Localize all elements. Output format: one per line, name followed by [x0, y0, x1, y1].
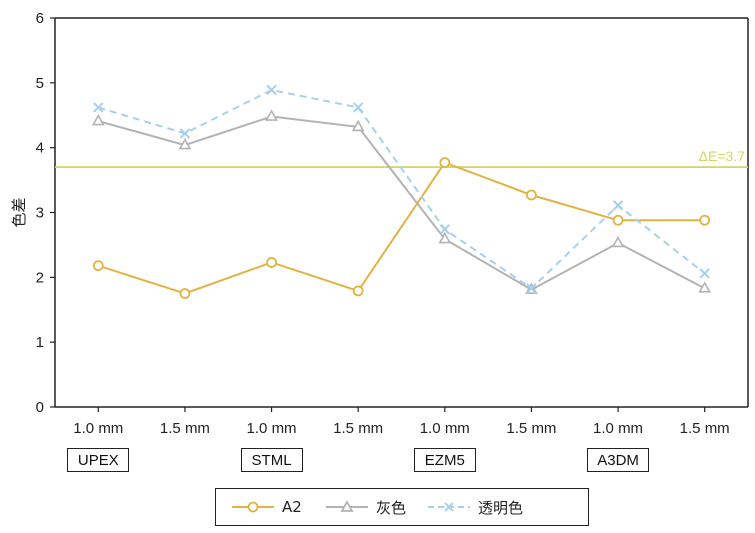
group-label-ezm5: EZM5 [413, 448, 476, 472]
y-tick-label: 6 [36, 10, 44, 27]
legend-swatch-a2 [232, 501, 274, 513]
data-point [265, 109, 278, 121]
y-tick-label: 0 [36, 399, 44, 416]
data-point [352, 285, 364, 297]
data-point [352, 102, 364, 113]
data-point [179, 128, 191, 139]
data-point [92, 260, 104, 272]
series-line-1 [98, 115, 706, 291]
data-point [351, 119, 365, 132]
data-point [699, 268, 710, 279]
legend-label-a2: A2 [282, 498, 302, 516]
data-point [439, 157, 451, 168]
legend: A2 灰色 透明色 [215, 488, 589, 526]
series-line-0 [97, 161, 705, 295]
data-point [439, 224, 451, 235]
data-point [438, 231, 452, 244]
data-point [91, 113, 105, 126]
data-point [266, 84, 277, 96]
group-label-upex: UPEX [67, 448, 130, 472]
y-tick-label: 1 [36, 334, 44, 351]
data-point [612, 214, 624, 226]
legend-item-a2: A2 [230, 489, 302, 525]
legend-label-clear: 透明色 [478, 498, 524, 517]
legend-item-gray: 灰色 [324, 489, 406, 525]
data-point [93, 102, 104, 113]
legend-swatch-gray [326, 500, 368, 512]
y-axis-label: 色差 [10, 197, 28, 227]
series-line-2 [98, 88, 706, 290]
data-point [611, 235, 625, 248]
data-point [699, 214, 711, 226]
data-point [612, 200, 624, 211]
x-tick-label: 1.0 mm [73, 420, 123, 437]
data-point [266, 257, 277, 268]
x-tick-label: 1.0 mm [247, 420, 297, 437]
x-tick-label: 1.5 mm [160, 420, 210, 437]
legend-swatch-clear [428, 502, 470, 512]
x-tick-label: 1.5 mm [680, 420, 730, 437]
y-tick-label: 3 [36, 205, 44, 222]
y-tick-label: 2 [36, 269, 44, 286]
data-point [526, 189, 537, 201]
group-label-a3dm: A3DM [587, 448, 650, 472]
data-point [526, 283, 537, 294]
legend-label-gray: 灰色 [376, 498, 407, 517]
x-tick-label: 1.0 mm [420, 420, 470, 437]
y-tick-label: 5 [36, 75, 44, 92]
legend-item-clear: 透明色 [426, 489, 523, 525]
threshold-label: ΔE=3.7 [699, 148, 746, 164]
x-tick-label: 1.5 mm [333, 420, 383, 437]
data-point [179, 288, 191, 299]
x-tick-label: 1.0 mm [593, 420, 643, 437]
data-point [698, 281, 712, 293]
data-point [178, 137, 192, 150]
y-tick-label: 4 [36, 140, 44, 157]
group-label-stml: STML [240, 448, 303, 472]
x-tick-label: 1.5 mm [506, 420, 556, 437]
